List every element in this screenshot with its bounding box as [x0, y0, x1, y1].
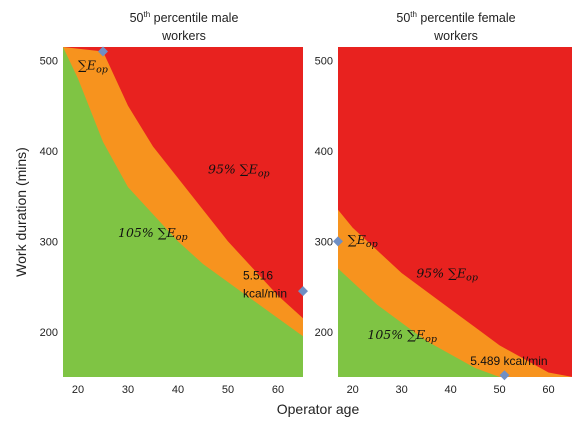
x-tick-label-0-2: 40 [172, 384, 184, 396]
marker-1-1 [499, 370, 510, 381]
marker-0-1 [298, 286, 308, 297]
annotation-1-2: 105% ∑Eop [367, 327, 437, 345]
chart-panel-0: ∑Eop 95% ∑Eop 105% ∑Eop 5.516 kcal/min 20 30 40… [40, 10, 308, 396]
y-tick-label-0-0: 200 [40, 327, 58, 339]
annotation-1-0: ∑Eop [348, 232, 378, 250]
chart-title-line2-0: workers [161, 29, 206, 43]
chart-title-1: 50th percentile female [396, 10, 515, 25]
annotation-0-1: 95% ∑Eop [208, 162, 270, 180]
series-105-region-0 [63, 47, 303, 377]
annotation-0-0: ∑Eop [78, 58, 108, 76]
y-tick-label-1-0: 200 [315, 327, 333, 339]
annotation-0-4: kcal/min [243, 286, 287, 300]
chart-title-line2-1: workers [433, 29, 478, 43]
x-tick-label-1-1: 30 [396, 384, 408, 396]
marker-0-0 [98, 46, 108, 57]
x-tick-label-1-3: 50 [493, 384, 505, 396]
y-tick-label-0-1: 300 [40, 236, 58, 248]
x-tick-label-1-2: 40 [444, 384, 456, 396]
y-axis-label: Work duration (mins) [13, 147, 29, 277]
plot-area-1 [338, 47, 572, 377]
x-tick-label-0-3: 50 [222, 384, 234, 396]
x-axis-label: Operator age [277, 401, 360, 417]
y-tick-label-1-1: 300 [315, 236, 333, 248]
chart-panel-1: ∑Eop 95% ∑Eop 105% ∑Eop 5.489 kcal/min 20 30 4… [315, 10, 572, 396]
y-tick-label-0-3: 500 [40, 56, 58, 68]
y-tick-label-1-2: 400 [315, 146, 333, 158]
x-tick-label-0-0: 20 [72, 384, 84, 396]
x-tick-label-0-4: 60 [272, 384, 284, 396]
annotation-0-2: 105% ∑Eop [118, 225, 188, 243]
x-tick-label-0-1: 30 [122, 384, 134, 396]
annotation-1-3: 5.489 kcal/min [470, 354, 547, 368]
annotation-0-3: 5.516 [243, 268, 273, 282]
x-tick-label-1-0: 20 [347, 384, 359, 396]
y-tick-label-1-3: 500 [315, 56, 333, 68]
marker-1-0 [333, 236, 343, 247]
annotation-1-1: 95% ∑Eop [416, 266, 478, 284]
series-105-region-1 [338, 268, 572, 377]
plot-area-0 [63, 47, 303, 377]
y-tick-label-0-2: 400 [40, 146, 58, 158]
chart-title-0: 50th percentile male [130, 10, 239, 25]
x-tick-label-1-4: 60 [542, 384, 554, 396]
